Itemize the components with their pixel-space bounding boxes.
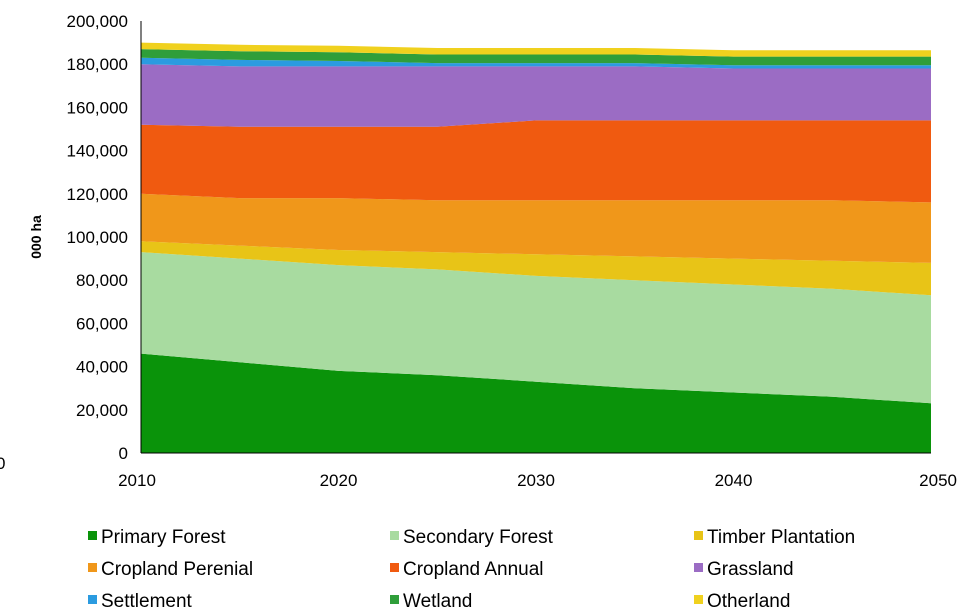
y-tick-label: 180,000 <box>67 55 128 74</box>
y-tick-label: 80,000 <box>76 271 128 290</box>
legend-label: Cropland Annual <box>403 559 544 580</box>
legend-swatch <box>88 530 97 540</box>
legend-label: Wetland <box>403 591 473 612</box>
area-layer <box>141 42 931 453</box>
y-tick-label: 160,000 <box>67 98 128 117</box>
legend-label: Primary Forest <box>101 527 226 548</box>
x-tick-label: 2030 <box>517 471 555 490</box>
x-tick-label: 2050 <box>919 471 957 490</box>
legend-swatch <box>390 594 399 604</box>
y-axis-title: 000 ha <box>28 215 44 259</box>
legend-swatch <box>694 530 703 540</box>
legend-swatch <box>694 562 703 572</box>
legend-swatch <box>694 594 703 604</box>
y-tick-label: 20,000 <box>76 401 128 420</box>
legend-item-primary-forest: Primary Forest <box>88 527 226 549</box>
legend-label: Cropland Perenial <box>101 559 254 580</box>
legend-item-timber-plantation: Timber Plantation <box>694 527 855 549</box>
axes-layer: 0 20,000 40,000 60,000 80,000 100,000 120,000 1… <box>67 12 957 490</box>
x-tick-label: 2040 <box>715 471 753 490</box>
area-cropland-perenial <box>141 193 931 263</box>
legend-item-grassland: Grassland <box>694 559 794 581</box>
legend-item-secondary-forest: Secondary Forest <box>390 527 553 549</box>
area-wetland <box>141 49 931 66</box>
stray-left-label: 0 <box>0 454 5 473</box>
legend-label: Timber Plantation <box>707 527 856 548</box>
legend-label: Otherland <box>707 591 791 612</box>
legend-label: Secondary Forest <box>403 527 553 548</box>
area-secondary-forest <box>141 252 931 404</box>
y-tick-label: 100,000 <box>67 228 128 247</box>
area-primary-forest <box>141 353 931 453</box>
legend-item-cropland-annual: Cropland Annual <box>390 559 544 581</box>
y-tick-label: 140,000 <box>67 142 128 161</box>
legend-swatch <box>390 530 399 540</box>
legend-label: Grassland <box>707 559 794 580</box>
legend-item-cropland-perenial: Cropland Perenial <box>88 559 253 581</box>
legend-item-wetland: Wetland <box>390 591 472 613</box>
y-tick-label: 200,000 <box>67 12 128 31</box>
area-otherland <box>141 42 931 57</box>
area-cropland-annual <box>141 120 931 203</box>
legend-swatch <box>88 562 97 572</box>
area-grassland <box>141 64 931 127</box>
x-tick-label: 2020 <box>320 471 358 490</box>
legend-item-otherland: Otherland <box>694 591 790 613</box>
y-tick-label: 40,000 <box>76 358 128 377</box>
x-tick-label: 2010 <box>118 471 156 490</box>
legend-item-settlement: Settlement <box>88 591 192 613</box>
legend-swatch <box>390 562 399 572</box>
y-tick-label: 120,000 <box>67 185 128 204</box>
y-tick-label: 60,000 <box>76 314 128 333</box>
legend-label: Settlement <box>101 591 192 612</box>
area-timber-plantation <box>141 241 931 296</box>
y-tick-label: 0 <box>119 444 128 463</box>
legend-swatch <box>88 594 97 604</box>
